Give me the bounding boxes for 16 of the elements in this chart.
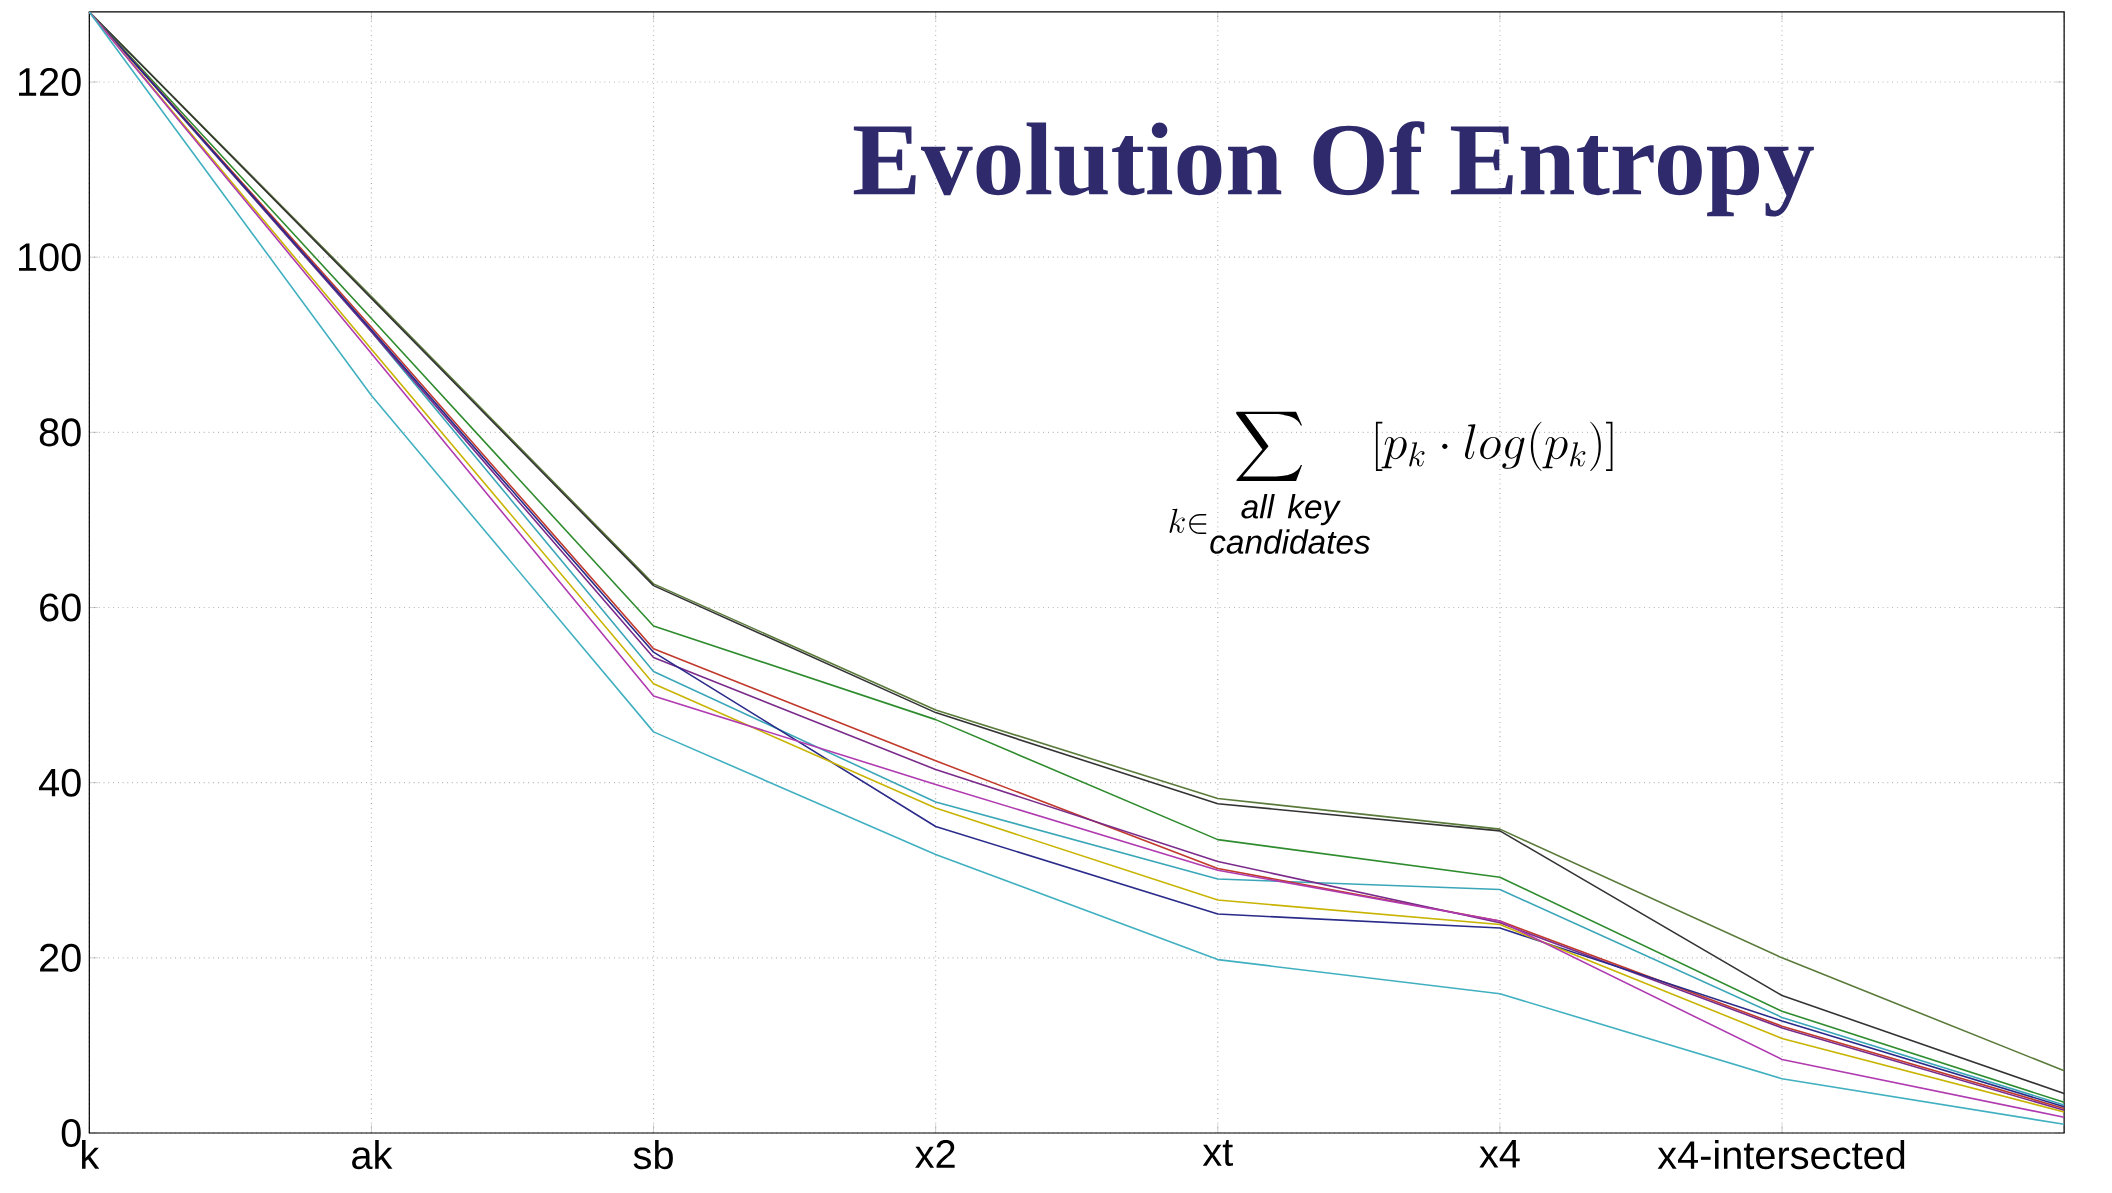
x-tick-label: xt bbox=[1202, 1140, 1233, 1167]
x-tick-label: x2 bbox=[915, 1140, 955, 1168]
y-tick-label: 0 bbox=[61, 1119, 81, 1148]
x-tick-label: ak bbox=[352, 1140, 393, 1170]
annotation: $\sum\limits_{k\in \substack{\mathit{all\ key}\\ \mathit{candidates}}} [p_k \cdot log(p_k)]$ bbox=[1169, 411, 1613, 554]
y-tick-label: 80 bbox=[39, 418, 81, 447]
y-tick-label: 40 bbox=[38, 768, 81, 797]
text: Evolution Of Entropy bbox=[853, 121, 1814, 217]
x-tick-label: x4-intersected bbox=[1657, 1140, 1905, 1170]
y-tick-label: 60 bbox=[40, 593, 81, 622]
y-tick-label: 120 bbox=[19, 68, 81, 97]
x-tick-label: k bbox=[82, 1140, 100, 1169]
x-tick-label: x4 bbox=[1479, 1140, 1520, 1168]
y-tick-label: 100 bbox=[19, 243, 81, 272]
x-tick-label: sb bbox=[633, 1140, 673, 1170]
y-tick-label: 20 bbox=[40, 943, 81, 972]
